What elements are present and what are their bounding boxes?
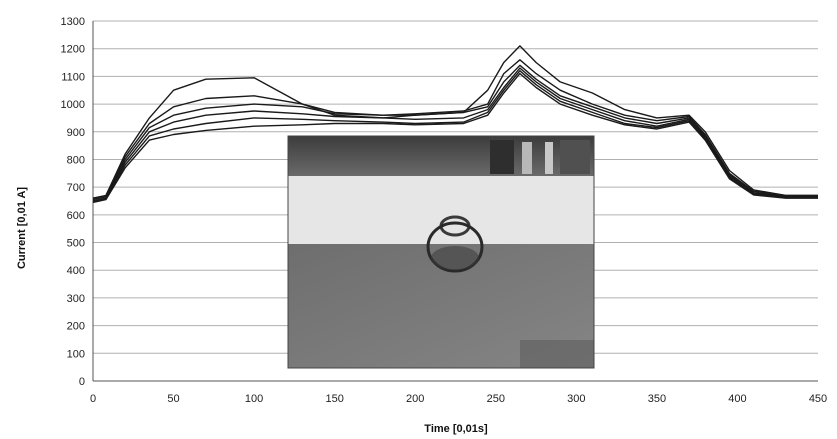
series-line-1	[92, 45, 818, 199]
y-tick-label: 300	[67, 293, 85, 305]
y-tick-label: 1200	[61, 44, 85, 56]
y-tick-labels: 0 100 200 300 400 500 600 700 800 900 1000 1100 1200…	[61, 16, 85, 388]
y-tick-label: 500	[67, 238, 85, 250]
x-tick-label: 150	[325, 393, 343, 405]
y-axis-title: Current [0,01 A]	[16, 187, 28, 269]
y-tick-label: 1300	[61, 16, 85, 28]
weld-spot-photo	[287, 135, 595, 369]
y-tick-label: 700	[67, 182, 85, 194]
x-tick-label: 400	[728, 393, 746, 405]
y-tick-label: 200	[67, 321, 85, 333]
x-tick-label: 50	[167, 393, 179, 405]
series-line-4	[92, 67, 818, 202]
series-line-2	[92, 59, 818, 199]
y-tick-label: 100	[67, 348, 85, 360]
y-tick-label: 800	[67, 154, 85, 166]
series-line-5	[92, 70, 818, 202]
y-tick-label: 1000	[61, 99, 85, 111]
x-tick-label: 0	[90, 393, 96, 405]
x-tick-label: 350	[648, 393, 666, 405]
x-tick-label: 250	[487, 393, 505, 405]
series-line-3	[92, 64, 818, 201]
y-tick-label: 0	[79, 376, 85, 388]
x-tick-labels: 0 50 100 150 200 250 300 350 400 450	[90, 393, 827, 405]
x-tick-label: 450	[809, 393, 827, 405]
y-tick-label: 900	[67, 127, 85, 139]
x-tick-label: 100	[245, 393, 263, 405]
y-tick-label: 1100	[61, 71, 85, 83]
x-tick-label: 200	[406, 393, 424, 405]
x-axis-title: Time [0,01s]	[424, 423, 488, 435]
y-tick-label: 600	[67, 210, 85, 222]
series-lines	[92, 45, 818, 204]
y-tick-label: 400	[67, 265, 85, 277]
series-line-6	[92, 72, 818, 204]
x-tick-label: 300	[567, 393, 585, 405]
